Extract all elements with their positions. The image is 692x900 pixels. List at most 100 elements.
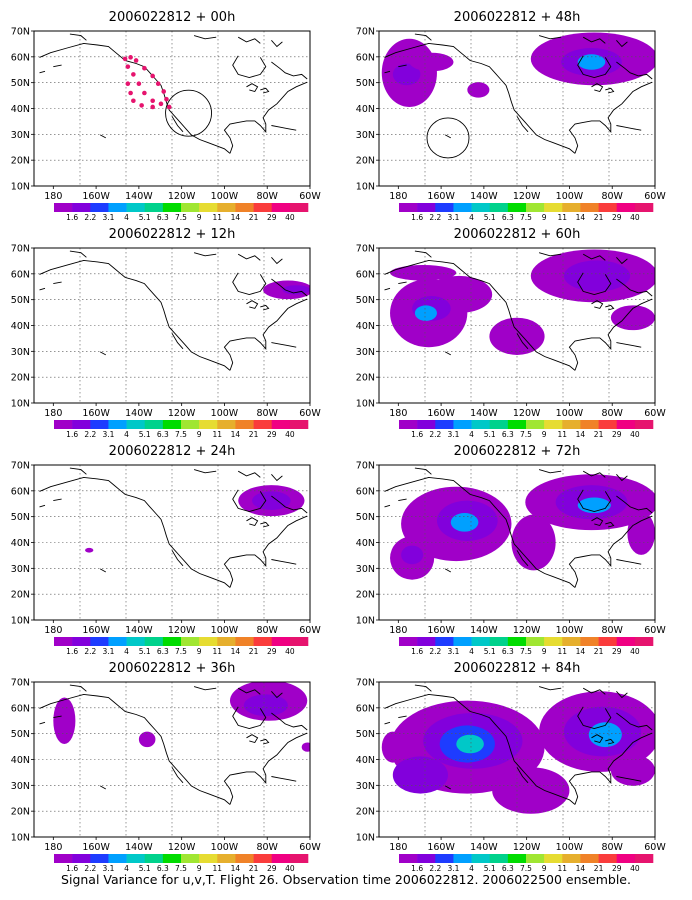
colorbar-swatch bbox=[72, 420, 91, 429]
variance-contour bbox=[588, 722, 622, 748]
flight-observation-dot bbox=[136, 81, 142, 86]
colorbar-label: 7.5 bbox=[175, 430, 187, 439]
colorbar-swatch bbox=[507, 637, 527, 646]
lon-tick-label: 160W bbox=[427, 408, 455, 419]
colorbar-swatch bbox=[54, 637, 73, 646]
lon-tick-label: 120W bbox=[513, 842, 541, 853]
variance-contour bbox=[414, 305, 437, 321]
colorbar-label: 7.5 bbox=[520, 864, 532, 873]
colorbar-label: 14 bbox=[576, 213, 586, 222]
colorbar-swatch bbox=[199, 203, 218, 212]
colorbar-label: 3.1 bbox=[447, 864, 459, 873]
coastline bbox=[99, 568, 107, 573]
lon-tick-label: 80W bbox=[601, 625, 623, 636]
coastline bbox=[577, 272, 612, 295]
colorbar-swatch bbox=[544, 420, 563, 429]
colorbar: 1.6 2.2 3.1 4 5.1 6.3 7.5 9 11 14 21 29 40 bbox=[399, 420, 654, 439]
lat-tick-label: 70N bbox=[11, 27, 30, 38]
colorbar-swatch bbox=[54, 854, 73, 863]
lat-tick-label: 40N bbox=[356, 755, 375, 766]
figure-caption: Signal Variance for u,v,T. Flight 26. Ob… bbox=[61, 872, 631, 887]
colorbar-swatch bbox=[417, 203, 436, 212]
lon-tick-label: 100W bbox=[556, 625, 584, 636]
colorbar-swatch bbox=[453, 420, 472, 429]
colorbar-label: 29 bbox=[612, 864, 622, 873]
lat-tick-label: 10N bbox=[356, 399, 375, 410]
colorbar-swatch bbox=[217, 203, 236, 212]
colorbar-swatch bbox=[417, 637, 436, 646]
colorbar-label: 7.5 bbox=[175, 647, 187, 656]
lon-tick-label: 120W bbox=[513, 191, 541, 202]
colorbar-swatch bbox=[253, 637, 273, 646]
colorbar-label: 4 bbox=[469, 864, 474, 873]
coastline bbox=[616, 712, 653, 731]
lon-tick-label: 100W bbox=[556, 842, 584, 853]
colorbar-label: 6.3 bbox=[157, 647, 169, 656]
coastline bbox=[223, 298, 308, 371]
coastline bbox=[591, 300, 604, 309]
coastline bbox=[193, 469, 217, 474]
colorbar-label: 5.1 bbox=[484, 864, 496, 873]
colorbar-swatch bbox=[435, 420, 454, 429]
colorbar-label: 2.2 bbox=[429, 430, 441, 439]
colorbar-label: 29 bbox=[267, 647, 277, 656]
highlight-circle bbox=[165, 89, 213, 137]
lat-tick-label: 70N bbox=[11, 244, 30, 255]
lat-tick-label: 60N bbox=[11, 703, 30, 714]
flight-observation-dot bbox=[128, 55, 133, 60]
coastline bbox=[99, 134, 107, 139]
colorbar-label: 11 bbox=[213, 647, 223, 656]
lon-tick-label: 100W bbox=[556, 408, 584, 419]
colorbar: 1.6 2.2 3.1 4 5.1 6.3 7.5 9 11 14 21 29 40 bbox=[54, 203, 309, 222]
colorbar-swatch bbox=[616, 637, 636, 646]
coastline bbox=[384, 287, 391, 291]
variance-contour bbox=[627, 511, 655, 555]
colorbar-swatch bbox=[199, 420, 218, 429]
coastline bbox=[568, 81, 653, 154]
coastline bbox=[246, 517, 259, 527]
colorbar-swatch bbox=[435, 637, 454, 646]
coastline bbox=[271, 474, 283, 482]
coastline bbox=[582, 253, 606, 261]
colorbar-swatch bbox=[580, 637, 599, 646]
colorbar-swatch bbox=[72, 854, 91, 863]
colorbar-label: 3.1 bbox=[447, 647, 459, 656]
colorbar-swatch bbox=[471, 637, 491, 646]
coastline bbox=[271, 495, 308, 514]
colorbar-label: 4 bbox=[124, 430, 129, 439]
colorbar-swatch bbox=[289, 203, 309, 212]
coastline bbox=[616, 495, 653, 514]
colorbar-swatch bbox=[126, 203, 146, 212]
flight-observation-dot bbox=[166, 104, 172, 110]
coastline bbox=[99, 785, 107, 790]
colorbar-swatch bbox=[544, 637, 563, 646]
coastline bbox=[271, 691, 283, 699]
highlight-circle bbox=[426, 117, 470, 159]
lon-tick-label: 140W bbox=[125, 842, 153, 853]
colorbar-swatch bbox=[580, 203, 599, 212]
colorbar-label: 11 bbox=[558, 864, 568, 873]
colorbar-swatch bbox=[598, 637, 618, 646]
lat-tick-label: 20N bbox=[356, 156, 375, 167]
colorbar-swatch bbox=[126, 420, 146, 429]
colorbar-label: 1.6 bbox=[66, 430, 78, 439]
lat-tick-label: 30N bbox=[356, 130, 375, 141]
colorbar-swatch bbox=[489, 854, 509, 863]
variance-contour bbox=[252, 491, 291, 510]
colorbar-swatch bbox=[253, 203, 273, 212]
coastline bbox=[246, 734, 259, 744]
colorbar-swatch bbox=[616, 420, 636, 429]
colorbar-label: 29 bbox=[612, 430, 622, 439]
colorbar-label: 9 bbox=[197, 430, 202, 439]
colorbar-label: 21 bbox=[594, 864, 604, 873]
colorbar-label: 1.6 bbox=[411, 430, 423, 439]
panel-title: 2006022812 + 00h bbox=[109, 10, 236, 25]
colorbar-label: 4 bbox=[124, 864, 129, 873]
lat-tick-label: 50N bbox=[11, 78, 30, 89]
coastline bbox=[237, 470, 261, 478]
colorbar-swatch bbox=[634, 854, 654, 863]
variance-contour bbox=[409, 52, 454, 72]
colorbar-label: 6.3 bbox=[502, 213, 514, 222]
colorbar-label: 9 bbox=[197, 213, 202, 222]
variance-contour bbox=[301, 742, 310, 752]
